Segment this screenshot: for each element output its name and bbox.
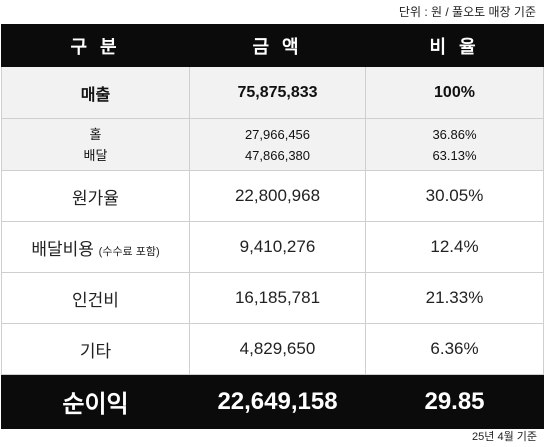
sales-label: 매출 — [1, 66, 190, 119]
row-amount: 9,410,276 — [189, 221, 366, 273]
row-label: 기타 — [1, 323, 190, 375]
row-amount: 22,800,968 — [189, 170, 366, 222]
row-amount: 4,829,650 — [189, 323, 366, 375]
table-row: 인건비 16,185,781 21.33% — [1, 272, 544, 324]
row-ratio: 6.36% — [365, 323, 544, 375]
header-ratio: 비 율 — [365, 24, 544, 67]
row-ratio: 12.4% — [365, 221, 544, 273]
header-category: 구 분 — [1, 24, 190, 67]
hall-amount: 27,966,456 — [244, 126, 311, 142]
sales-amount: 75,875,833 — [189, 66, 366, 119]
sales-ratio: 100% — [365, 66, 544, 119]
header-amount: 금 액 — [189, 24, 366, 67]
delivery-ratio: 63.13% — [432, 147, 477, 163]
breakdown-ratios: 36.86% 63.13% — [365, 118, 544, 171]
hall-ratio: 36.86% — [432, 126, 477, 142]
table-row-sales-breakdown: 홀 배달 27,966,456 47,866,380 36.86% 63.13% — [1, 118, 544, 171]
total-label: 순이익 — [1, 374, 190, 429]
table-row: 배달비용 (수수료 포함) 9,410,276 12.4% — [1, 221, 544, 273]
breakdown-amounts: 27,966,456 47,866,380 — [189, 118, 366, 171]
delivery-label: 배달 — [83, 147, 108, 163]
breakdown-labels: 홀 배달 — [1, 118, 190, 171]
hall-label: 홀 — [89, 126, 102, 142]
row-label-text: 배달비용 — [31, 239, 94, 259]
unit-note: 단위 : 원 / 풀오토 매장 기준 — [398, 5, 536, 19]
footnote: 25년 4월 기준 — [472, 431, 537, 443]
delivery-amount: 47,866,380 — [244, 147, 311, 163]
row-label-note: (수수료 포함) — [98, 245, 160, 258]
table-row-sales: 매출 75,875,833 100% — [1, 66, 544, 119]
table-row: 기타 4,829,650 6.36% — [1, 323, 544, 375]
profit-table: 구 분 금 액 비 율 매출 75,875,833 100% 홀 배달 27,9… — [1, 24, 544, 429]
row-label: 배달비용 (수수료 포함) — [1, 221, 190, 273]
table-row-net-profit: 순이익 22,649,158 29.85 — [1, 374, 544, 429]
total-ratio: 29.85 — [365, 374, 544, 429]
row-ratio: 21.33% — [365, 272, 544, 324]
row-label: 원가율 — [1, 170, 190, 222]
row-amount: 16,185,781 — [189, 272, 366, 324]
table-header: 구 분 금 액 비 율 — [1, 24, 544, 67]
row-label: 인건비 — [1, 272, 190, 324]
table-row: 원가율 22,800,968 30.05% — [1, 170, 544, 222]
row-ratio: 30.05% — [365, 170, 544, 222]
total-amount: 22,649,158 — [189, 374, 366, 429]
